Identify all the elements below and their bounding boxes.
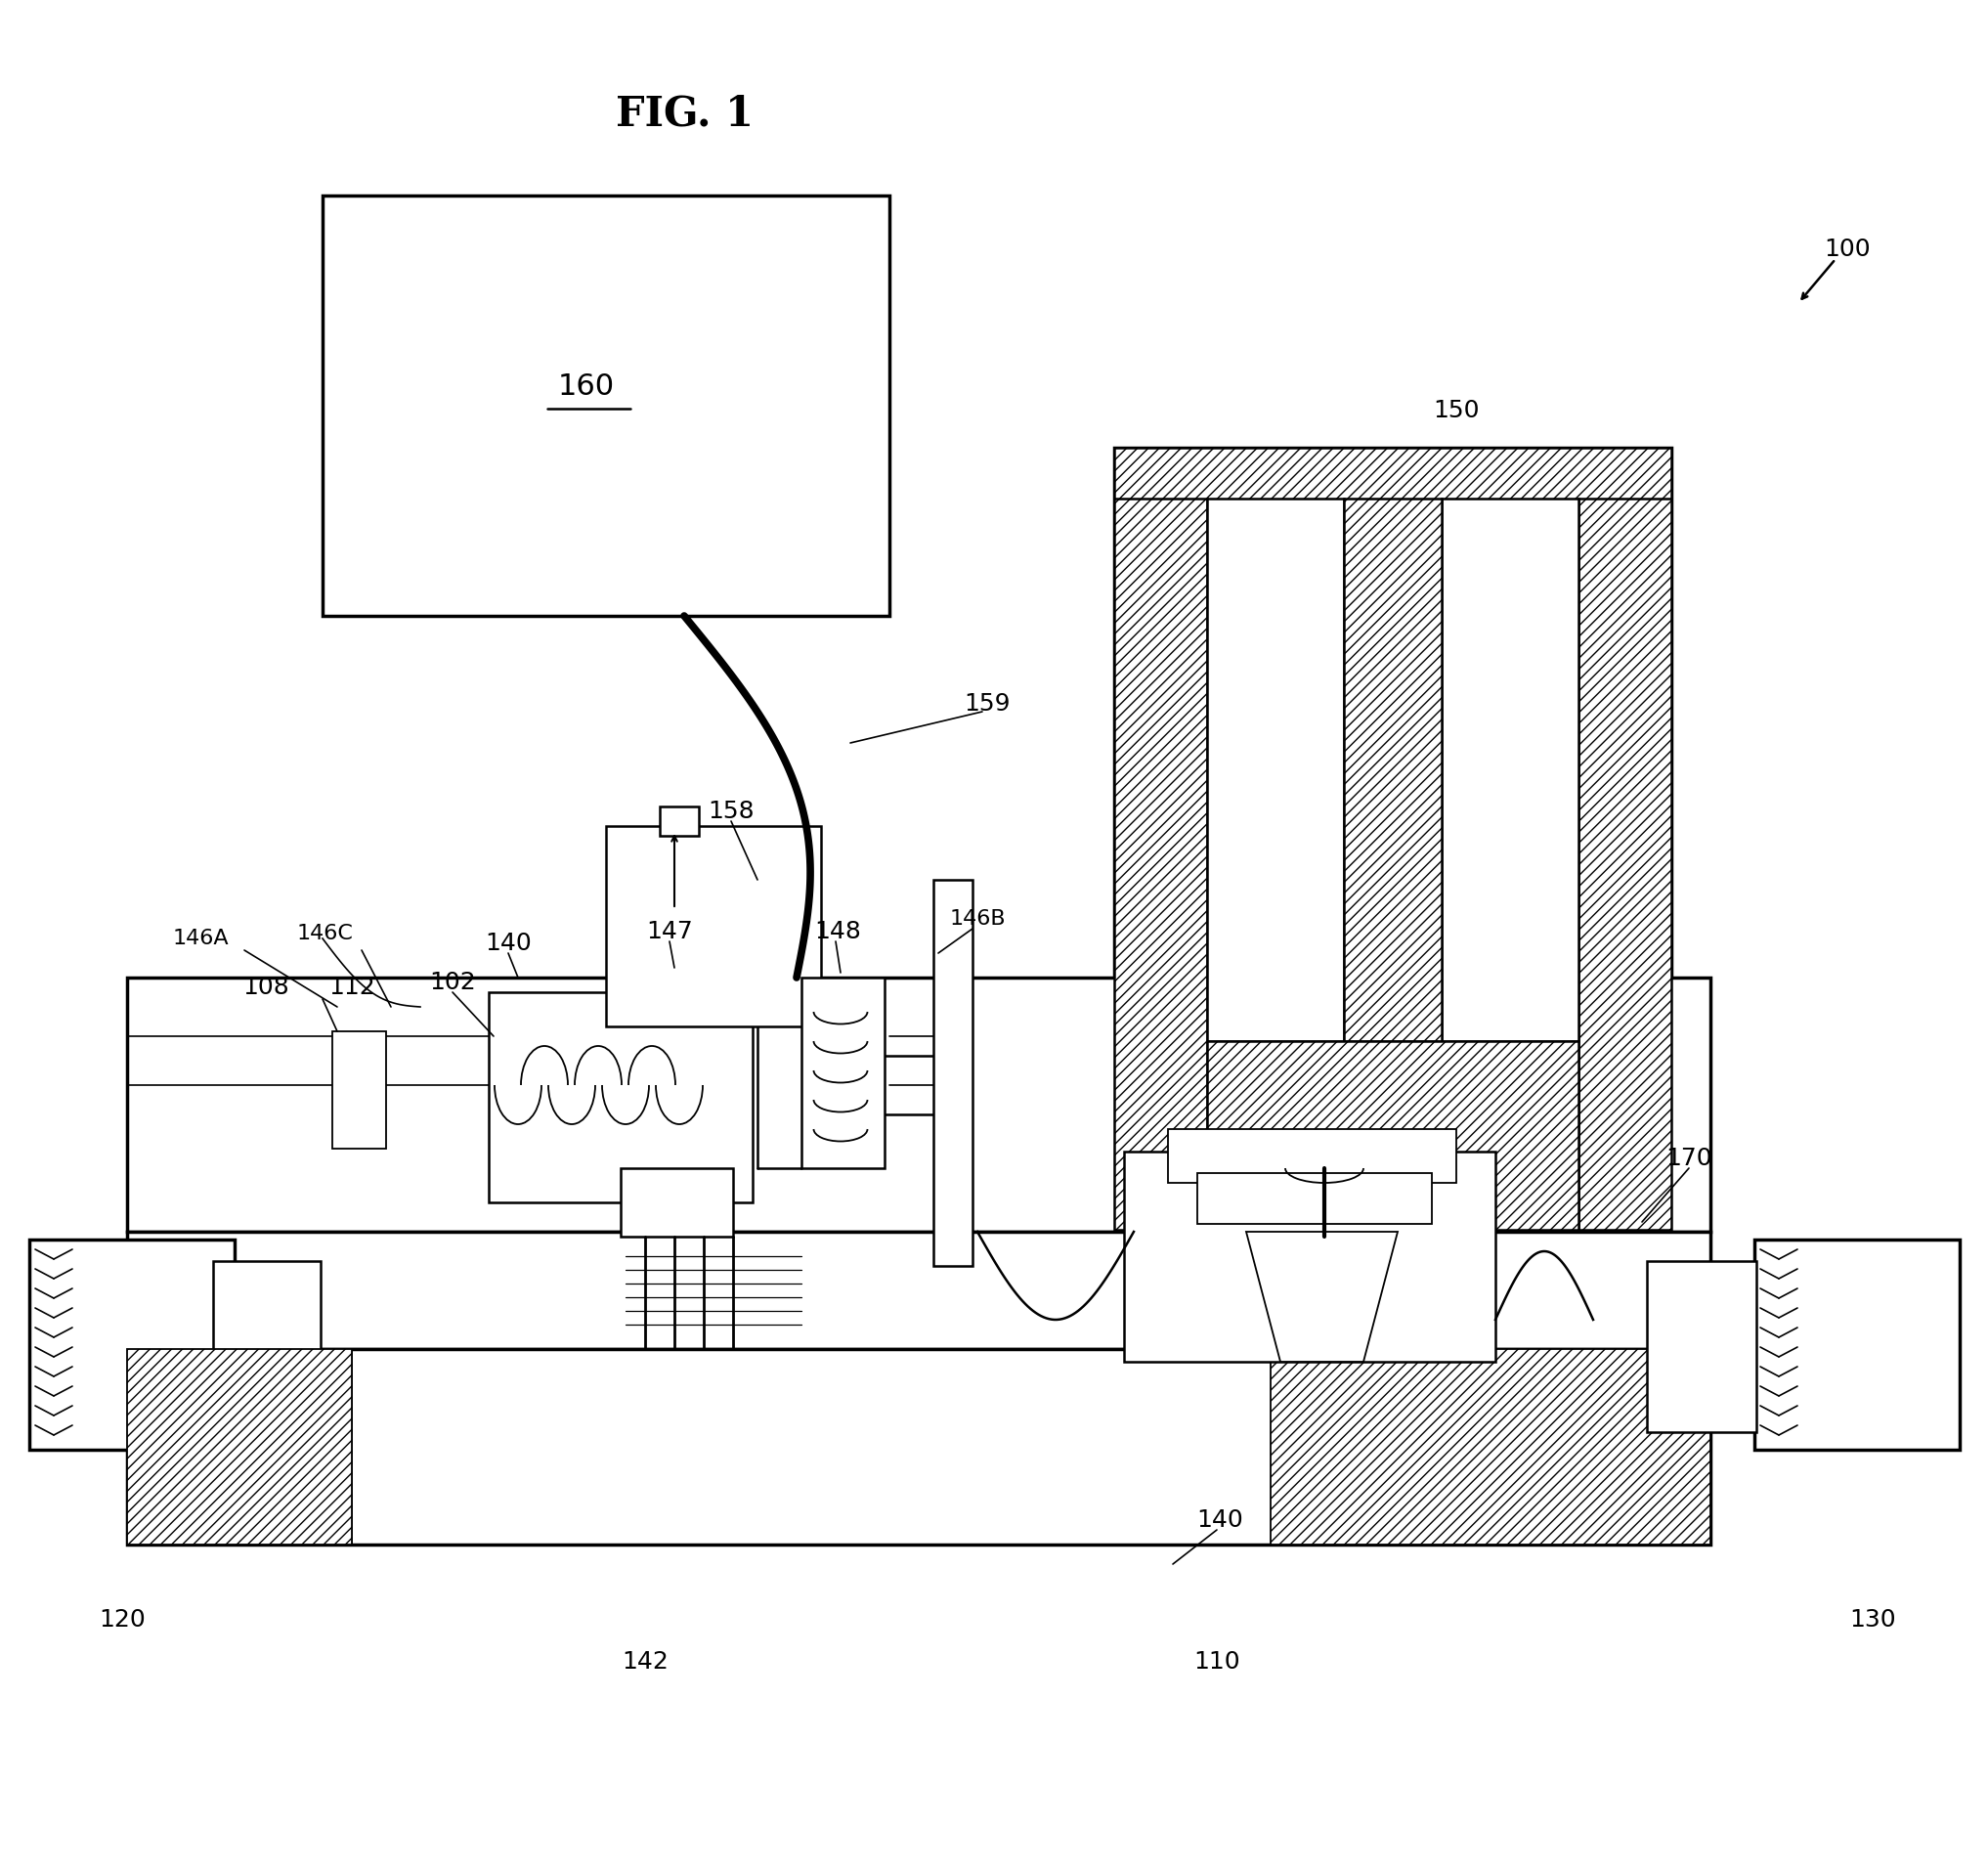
Bar — [1207, 1041, 1578, 1231]
Text: 147: 147 — [646, 920, 694, 944]
Bar — [801, 978, 885, 1169]
Text: 159: 159 — [964, 693, 1010, 715]
Text: 146A: 146A — [173, 929, 229, 948]
Bar — [1113, 498, 1207, 1231]
Bar — [1578, 498, 1672, 1231]
Bar — [620, 1169, 734, 1236]
Text: 146B: 146B — [948, 908, 1006, 929]
Text: 148: 148 — [815, 920, 861, 944]
Bar — [127, 1349, 352, 1545]
Text: 142: 142 — [622, 1650, 668, 1674]
Text: 100: 100 — [1823, 238, 1871, 260]
Bar — [1113, 448, 1672, 502]
Bar — [489, 993, 753, 1202]
Text: 140: 140 — [1197, 1508, 1242, 1532]
Bar — [30, 1240, 235, 1450]
Bar — [1646, 1261, 1755, 1433]
Bar — [1270, 1349, 1710, 1545]
Bar — [660, 807, 700, 835]
Bar — [127, 978, 1710, 1232]
Bar — [1753, 1240, 1960, 1450]
Text: 158: 158 — [708, 800, 753, 822]
Text: 146C: 146C — [296, 923, 354, 944]
Text: 112: 112 — [328, 976, 376, 998]
Text: 140: 140 — [485, 931, 531, 955]
Text: 170: 170 — [1666, 1146, 1712, 1171]
Bar — [1197, 1172, 1431, 1223]
Text: 108: 108 — [243, 976, 288, 998]
Bar — [332, 1032, 386, 1148]
Bar — [127, 1349, 352, 1545]
Bar — [606, 826, 821, 1026]
Text: 130: 130 — [1849, 1609, 1897, 1631]
Text: 160: 160 — [559, 373, 614, 401]
Bar — [1169, 1129, 1457, 1184]
Bar — [1123, 1152, 1495, 1362]
Text: FIG. 1: FIG. 1 — [614, 94, 753, 135]
Text: 120: 120 — [99, 1609, 145, 1631]
Text: 102: 102 — [429, 970, 475, 995]
Bar — [1441, 498, 1578, 1041]
Bar — [127, 1349, 1710, 1545]
Bar — [1344, 498, 1441, 1041]
Bar — [127, 1232, 1710, 1349]
Bar — [213, 1261, 320, 1433]
Polygon shape — [1246, 1232, 1398, 1362]
Bar — [322, 195, 889, 616]
Bar — [1113, 448, 1672, 1231]
Bar — [1207, 498, 1344, 1041]
Text: 110: 110 — [1193, 1650, 1241, 1674]
Text: 150: 150 — [1433, 399, 1479, 421]
Bar — [934, 880, 972, 1266]
